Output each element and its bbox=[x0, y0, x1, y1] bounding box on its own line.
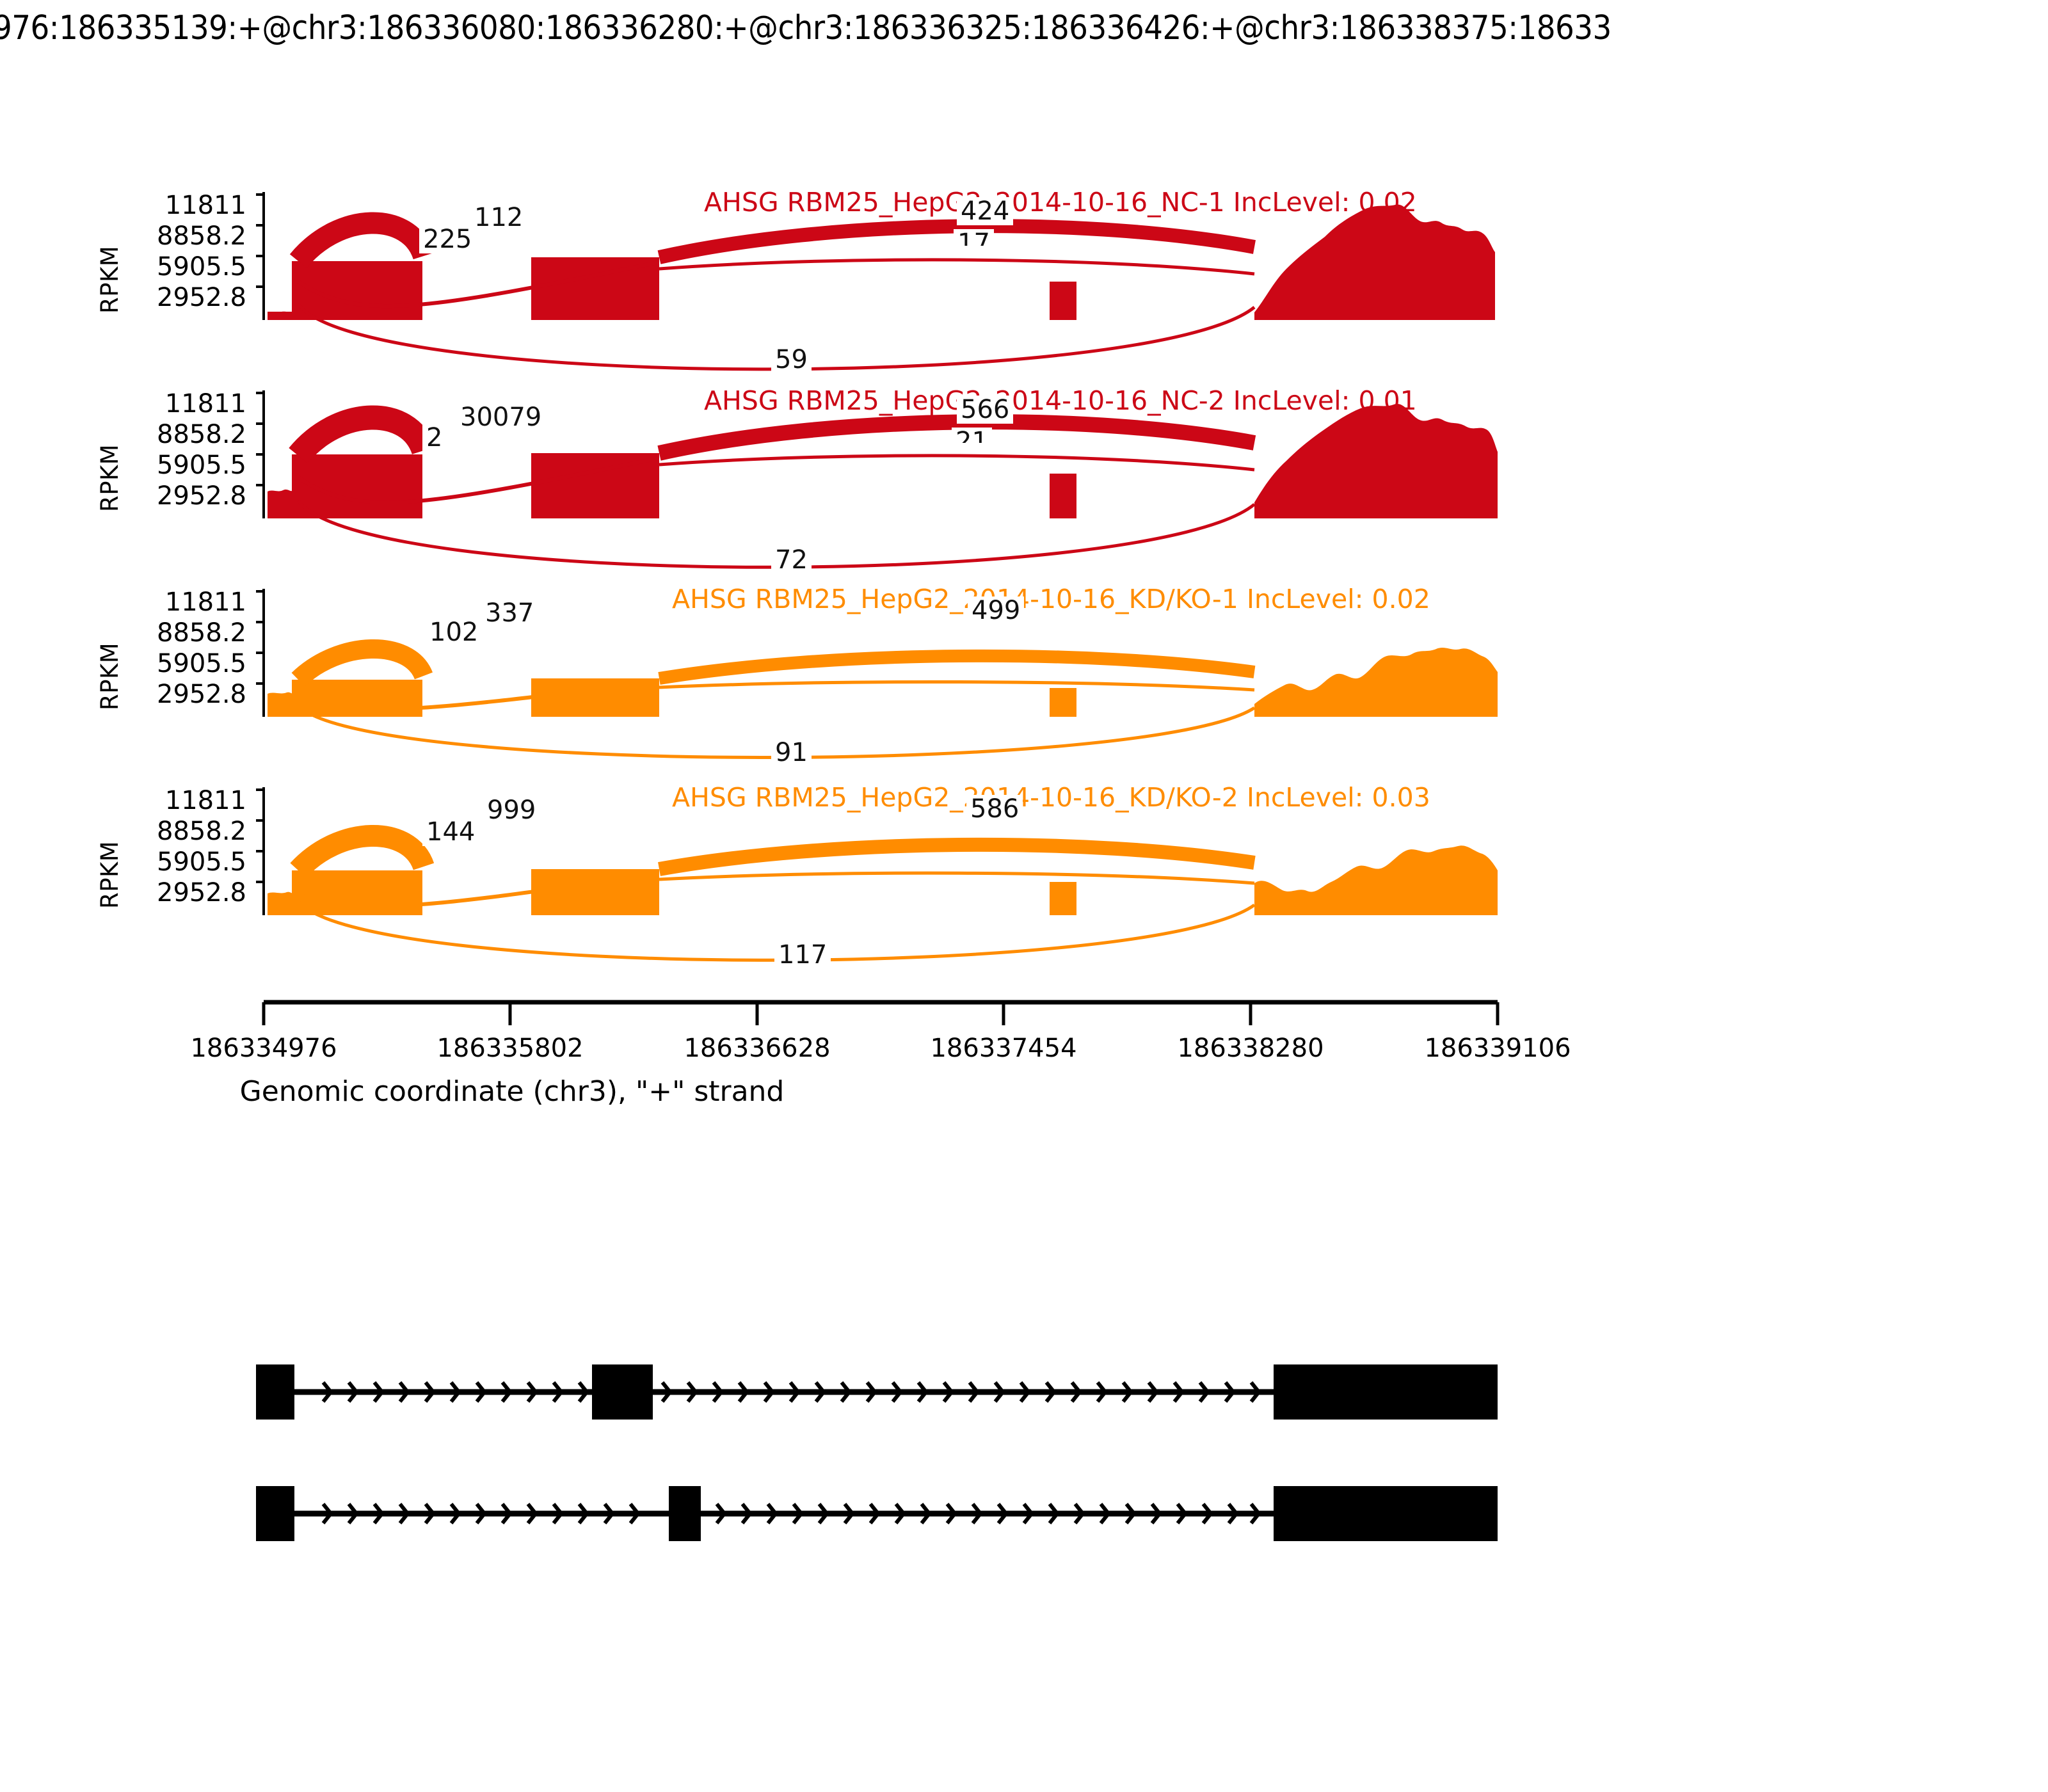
sashimi-plot-nc-1 bbox=[256, 192, 1495, 371]
x-tick-4: 186338280 bbox=[1177, 1034, 1324, 1063]
sashimi-panel-kd-1: RPKM 11811 8858.2 5905.5 2952.8 AHSG RBM… bbox=[0, 582, 2048, 774]
y-tick-1: 8858.2 bbox=[157, 817, 246, 846]
exon-box bbox=[592, 1364, 653, 1420]
junction-label: 225 bbox=[419, 225, 476, 253]
y-tick-3: 2952.8 bbox=[157, 481, 246, 511]
y-tick-0: 11811 bbox=[164, 191, 246, 220]
junction-label: 499 bbox=[968, 596, 1025, 625]
junction-label: 586 bbox=[966, 795, 1023, 823]
y-tick-2: 5905.5 bbox=[157, 451, 246, 480]
y-tick-2: 5905.5 bbox=[157, 649, 246, 678]
isoform-skipping-svg bbox=[256, 1486, 1498, 1541]
y-tick-2: 5905.5 bbox=[157, 847, 246, 877]
gene-model-isoform-inclusion bbox=[0, 1350, 2048, 1436]
sashimi-panel-nc-2: RPKM 11811 8858.2 5905.5 2952.8 AHSG RBM… bbox=[0, 384, 2048, 576]
exon-box bbox=[256, 1486, 294, 1541]
junction-label: 337 bbox=[481, 599, 538, 627]
page-title: 6334976:186335139:+@chr3:186336080:18633… bbox=[0, 9, 1612, 47]
junction-label: 999 bbox=[483, 796, 540, 824]
x-tick-2: 186336628 bbox=[684, 1034, 831, 1063]
exon-box bbox=[256, 1364, 294, 1420]
y-tick-3: 2952.8 bbox=[157, 878, 246, 908]
exon-box bbox=[669, 1486, 701, 1541]
panel-title-kd-1: AHSG RBM25_HepG2_2014-10-16_KD/KO-1 IncL… bbox=[672, 584, 1430, 614]
panel-title-nc-2: AHSG RBM25_HepG2_2014-10-16_NC-2 IncLeve… bbox=[704, 385, 1417, 416]
coverage-track-kd-2 bbox=[268, 845, 1498, 915]
x-axis-spine bbox=[262, 1000, 1500, 1025]
sashimi-plot-nc-2 bbox=[256, 390, 1498, 569]
coverage-track-nc-1 bbox=[268, 204, 1495, 320]
junction-label: 17 bbox=[954, 229, 994, 246]
y-tick-1: 8858.2 bbox=[157, 420, 246, 449]
sashimi-plot-kd-1 bbox=[256, 589, 1498, 759]
junction-label: 91 bbox=[771, 739, 812, 767]
sashimi-panel-kd-2: RPKM 11811 8858.2 5905.5 2952.8 AHSG RBM… bbox=[0, 781, 2048, 973]
y-tick-0: 11811 bbox=[164, 389, 246, 419]
x-tick-3: 186337454 bbox=[930, 1034, 1077, 1063]
y-tick-0: 11811 bbox=[164, 588, 246, 617]
exon-box bbox=[1274, 1486, 1498, 1541]
exon-box bbox=[1274, 1364, 1498, 1420]
sashimi-panel-nc-1: RPKM 11811 8858.2 5905.5 2952.8 AHSG RBM… bbox=[0, 186, 2048, 378]
y-tick-1: 8858.2 bbox=[157, 618, 246, 648]
junction-label: 59 bbox=[771, 346, 812, 374]
junction-label: 72 bbox=[771, 546, 812, 574]
x-axis: 186334976 186335802 186336628 186337454 … bbox=[0, 986, 2048, 1190]
panel-title-kd-2: AHSG RBM25_HepG2_2014-10-16_KD/KO-2 IncL… bbox=[672, 782, 1430, 813]
x-tick-1: 186335802 bbox=[436, 1034, 584, 1063]
junction-label: 117 bbox=[774, 941, 831, 969]
panel-title-nc-1: AHSG RBM25_HepG2_2014-10-16_NC-1 IncLeve… bbox=[704, 187, 1417, 218]
y-tick-1: 8858.2 bbox=[157, 221, 246, 251]
x-tick-5: 186339106 bbox=[1424, 1034, 1571, 1063]
sashimi-plot-kd-2 bbox=[256, 787, 1498, 962]
junction-label: 424 bbox=[957, 197, 1014, 225]
y-tick-3: 2952.8 bbox=[157, 680, 246, 709]
y-tick-3: 2952.8 bbox=[157, 283, 246, 312]
strand-arrows bbox=[321, 1503, 1261, 1524]
y-tick-2: 5905.5 bbox=[157, 252, 246, 282]
x-axis-title: Genomic coordinate (chr3), "+" strand bbox=[239, 1075, 785, 1108]
x-tick-0: 186334976 bbox=[190, 1034, 337, 1063]
junction-label: 144 bbox=[422, 818, 479, 846]
junction-label: 21 bbox=[422, 424, 444, 452]
junction-label: 30079 bbox=[456, 403, 546, 431]
strand-arrows bbox=[321, 1381, 1261, 1403]
junction-label: 102 bbox=[426, 618, 483, 646]
gene-model-isoform-skipping bbox=[0, 1472, 2048, 1558]
figure-title-strip: 6334976:186335139:+@chr3:186336080:18633… bbox=[0, 9, 2048, 56]
junction-label: 112 bbox=[470, 204, 527, 232]
isoform-inclusion-svg bbox=[256, 1364, 1498, 1420]
y-tick-0: 11811 bbox=[164, 786, 246, 815]
junction-label: 21 bbox=[952, 428, 992, 443]
junction-label: 566 bbox=[957, 396, 1014, 424]
